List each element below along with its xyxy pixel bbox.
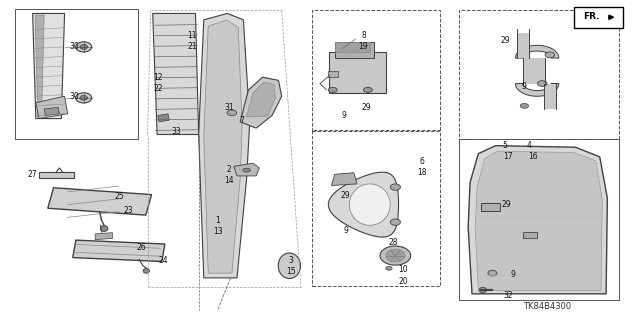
- Bar: [460, 139, 619, 300]
- Bar: [335, 42, 371, 52]
- Text: 16: 16: [528, 152, 538, 161]
- Ellipse shape: [488, 270, 497, 276]
- Text: TK84B4300: TK84B4300: [523, 302, 571, 311]
- Polygon shape: [332, 173, 357, 186]
- Text: 14: 14: [225, 176, 234, 185]
- Ellipse shape: [380, 246, 411, 265]
- Text: 32: 32: [504, 291, 513, 300]
- Polygon shape: [48, 188, 152, 215]
- Text: 5: 5: [503, 141, 508, 150]
- Polygon shape: [349, 184, 390, 225]
- Ellipse shape: [243, 168, 250, 172]
- Polygon shape: [515, 45, 559, 58]
- Polygon shape: [35, 15, 44, 117]
- Text: 19: 19: [358, 42, 368, 52]
- Text: 8: 8: [361, 31, 366, 40]
- Bar: [335, 42, 374, 58]
- Text: 24: 24: [159, 256, 168, 265]
- Text: 30: 30: [69, 92, 79, 101]
- Ellipse shape: [278, 253, 301, 278]
- Text: 6: 6: [420, 157, 424, 166]
- Text: 10: 10: [398, 265, 408, 275]
- Text: 29: 29: [500, 36, 510, 45]
- Polygon shape: [204, 20, 242, 273]
- Ellipse shape: [538, 81, 547, 86]
- Text: 9: 9: [342, 111, 347, 120]
- FancyBboxPatch shape: [573, 7, 623, 28]
- Ellipse shape: [80, 44, 88, 49]
- Text: 31: 31: [225, 103, 234, 112]
- Polygon shape: [158, 114, 170, 122]
- Text: 30: 30: [69, 42, 79, 52]
- Text: 12: 12: [154, 73, 163, 82]
- Ellipse shape: [545, 52, 555, 58]
- Text: 11: 11: [188, 31, 197, 40]
- FancyArrowPatch shape: [100, 225, 102, 235]
- Text: 9: 9: [522, 82, 527, 91]
- Polygon shape: [73, 240, 165, 261]
- Text: 21: 21: [188, 42, 197, 52]
- Bar: [15, 9, 138, 139]
- Text: 27: 27: [28, 170, 37, 179]
- Polygon shape: [95, 233, 113, 240]
- Text: 13: 13: [213, 227, 223, 236]
- Bar: [481, 203, 500, 211]
- Polygon shape: [240, 77, 282, 128]
- Ellipse shape: [100, 226, 108, 231]
- Text: 25: 25: [114, 192, 124, 201]
- Polygon shape: [153, 13, 198, 134]
- Polygon shape: [234, 163, 259, 176]
- Ellipse shape: [143, 268, 150, 273]
- Text: 23: 23: [124, 206, 133, 215]
- Text: 29: 29: [502, 200, 511, 209]
- Text: 29: 29: [361, 103, 371, 112]
- Ellipse shape: [364, 87, 372, 92]
- Polygon shape: [36, 96, 68, 119]
- Text: 20: 20: [398, 276, 408, 285]
- Polygon shape: [515, 84, 559, 96]
- Text: 3: 3: [289, 256, 294, 265]
- Text: 22: 22: [154, 84, 163, 93]
- Bar: [523, 232, 537, 238]
- Ellipse shape: [390, 219, 401, 225]
- Ellipse shape: [76, 93, 92, 103]
- Polygon shape: [33, 13, 65, 119]
- Polygon shape: [468, 146, 607, 294]
- Ellipse shape: [328, 87, 337, 92]
- Bar: [312, 130, 440, 286]
- Polygon shape: [44, 108, 60, 116]
- Text: 17: 17: [504, 152, 513, 161]
- Bar: [329, 52, 387, 93]
- Text: 26: 26: [136, 243, 146, 252]
- Text: 7: 7: [239, 116, 244, 125]
- Ellipse shape: [80, 95, 88, 100]
- Text: 4: 4: [527, 141, 532, 150]
- Ellipse shape: [227, 110, 237, 116]
- Text: FR.: FR.: [583, 12, 600, 21]
- Text: 33: 33: [172, 127, 181, 136]
- Ellipse shape: [390, 184, 401, 190]
- Text: 9: 9: [343, 226, 348, 235]
- Polygon shape: [475, 151, 602, 291]
- Text: 9: 9: [511, 270, 515, 279]
- Polygon shape: [246, 82, 275, 117]
- Text: 2: 2: [227, 165, 232, 174]
- Ellipse shape: [520, 103, 529, 108]
- Bar: [460, 10, 619, 139]
- Polygon shape: [39, 172, 74, 178]
- Bar: [328, 71, 338, 77]
- Polygon shape: [198, 13, 250, 278]
- Text: 29: 29: [340, 190, 350, 200]
- Ellipse shape: [479, 287, 486, 292]
- Text: 18: 18: [417, 168, 427, 177]
- Bar: [312, 10, 440, 131]
- Text: 28: 28: [388, 238, 398, 247]
- Text: 1: 1: [216, 216, 220, 225]
- Polygon shape: [328, 172, 399, 237]
- Ellipse shape: [76, 42, 92, 52]
- Text: 15: 15: [287, 267, 296, 276]
- Ellipse shape: [386, 267, 392, 270]
- Ellipse shape: [386, 249, 405, 262]
